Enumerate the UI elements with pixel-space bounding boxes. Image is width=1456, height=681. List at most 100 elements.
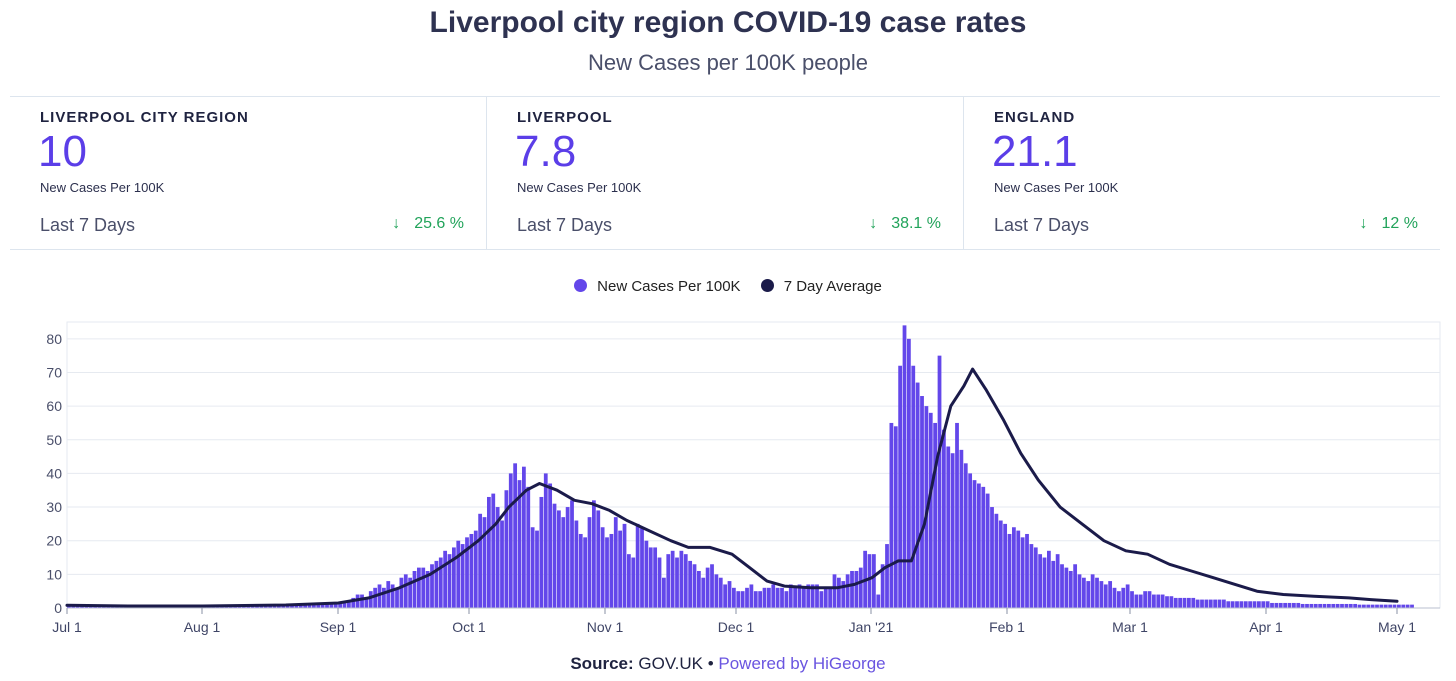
bar (487, 496, 491, 608)
bar (513, 463, 518, 608)
bar (377, 584, 382, 608)
bar (1099, 581, 1104, 608)
bar (1007, 533, 1012, 608)
bar (1020, 537, 1025, 608)
bar (438, 557, 443, 608)
bar (920, 396, 924, 608)
bar (574, 520, 579, 608)
bar (1090, 574, 1095, 608)
bar (644, 540, 649, 608)
bar (329, 602, 334, 608)
source-name: GOV.UK (638, 654, 703, 673)
bar (994, 513, 999, 608)
bar (1388, 604, 1393, 608)
bar (570, 500, 574, 608)
bar (937, 355, 942, 608)
bar (828, 587, 833, 608)
bar (1165, 596, 1169, 608)
bar (893, 426, 898, 608)
bar (557, 510, 561, 608)
bar (1160, 594, 1165, 608)
stat-card-england: ENGLAND 21.1 New Cases Per 100K Last 7 D… (964, 97, 1440, 249)
legend-dot (574, 279, 588, 292)
stat-change: ↓ 25.6 % (392, 215, 464, 233)
bar (990, 507, 994, 608)
bar (679, 550, 684, 608)
bar (1344, 603, 1349, 608)
bar (1195, 599, 1200, 608)
bar (907, 338, 911, 608)
legend-item-7-day-average[interactable]: 7 Day Average (760, 278, 882, 295)
powered-by-link[interactable]: Powered by HiGeorge (718, 654, 886, 673)
stat-period: Last 7 Days (994, 215, 1090, 235)
bar (1217, 599, 1222, 608)
bar (430, 564, 434, 608)
x-tick-label: Feb 1 (989, 619, 1025, 635)
bar (902, 325, 907, 608)
bar (1287, 602, 1292, 608)
bar (784, 591, 789, 608)
y-tick-label: 20 (46, 533, 62, 549)
bar (561, 517, 566, 608)
bar (815, 584, 819, 608)
bar (408, 577, 413, 608)
bar (683, 554, 688, 608)
stat-unit: New Cases Per 100K (40, 180, 165, 195)
bar (670, 550, 675, 608)
stat-label: ENGLAND (994, 109, 1076, 126)
stat-change-value: 38.1 % (891, 215, 941, 232)
bar (491, 493, 496, 608)
bar (749, 584, 754, 608)
bar (320, 603, 325, 608)
bar (399, 577, 404, 608)
bar (880, 564, 885, 608)
bar (1068, 570, 1073, 608)
bar (854, 570, 859, 608)
bar (1047, 550, 1051, 608)
bar (495, 507, 500, 608)
bar (1239, 601, 1244, 608)
bar (403, 574, 408, 608)
bar (972, 480, 977, 608)
bar (1086, 581, 1091, 608)
bar (1401, 604, 1406, 608)
bar (1073, 564, 1078, 608)
bar (1243, 601, 1248, 608)
bar (1348, 603, 1353, 608)
bar (876, 594, 881, 608)
bar (508, 473, 513, 608)
bar (1230, 601, 1235, 608)
bar (1318, 603, 1323, 608)
x-tick-label: Nov 1 (587, 619, 624, 635)
bar (771, 584, 776, 608)
bar (1335, 603, 1340, 608)
stat-label: LIVERPOOL (517, 109, 613, 126)
y-tick-label: 0 (54, 600, 62, 616)
bar (605, 537, 609, 608)
stat-change: ↓ 12 % (1360, 215, 1418, 233)
bar (456, 540, 461, 608)
x-tick-label: Mar 1 (1112, 619, 1148, 635)
bar (622, 523, 627, 608)
bar (823, 587, 828, 608)
bar (640, 527, 644, 608)
bar (360, 594, 364, 608)
bar (841, 581, 846, 608)
bar (1397, 604, 1401, 608)
bar (1169, 596, 1174, 608)
stat-change-value: 25.6 % (414, 215, 464, 232)
bar (1029, 544, 1034, 608)
bar (942, 429, 946, 608)
bar (911, 365, 916, 608)
bar (889, 422, 894, 608)
bar (421, 567, 426, 608)
bar (985, 493, 990, 608)
bar (955, 422, 959, 608)
bar (802, 587, 806, 608)
bar (1095, 577, 1099, 608)
stat-period: Last 7 Days (517, 215, 613, 235)
bar (767, 587, 771, 608)
bar (714, 574, 719, 608)
bar (1375, 604, 1379, 608)
legend-item-new-cases[interactable]: New Cases Per 100K (574, 278, 741, 295)
